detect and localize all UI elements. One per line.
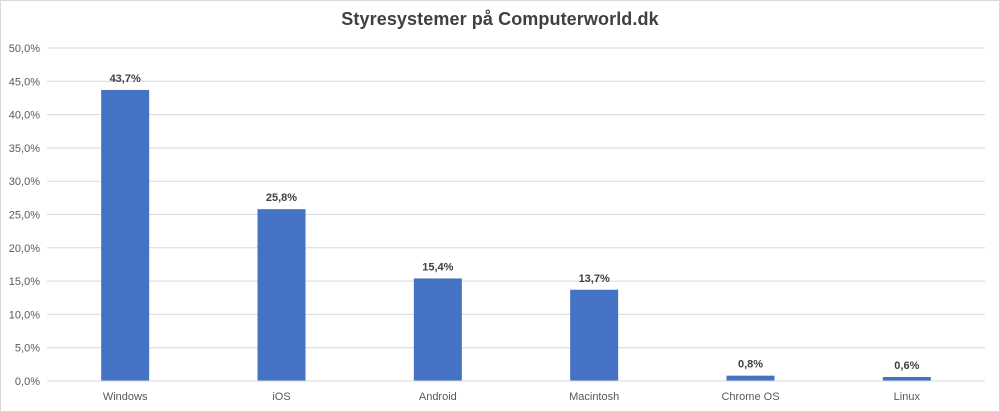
y-tick-label: 35,0%: [9, 143, 40, 155]
y-tick-label: 30,0%: [9, 176, 40, 188]
y-tick-label: 0,0%: [15, 376, 40, 388]
data-label: 15,4%: [422, 261, 453, 273]
bar: [101, 89, 150, 381]
chart-title: Styresystemer på Computerworld.dk: [341, 9, 659, 29]
bar: [570, 289, 619, 381]
y-tick-label: 5,0%: [15, 343, 40, 355]
data-label: 43,7%: [110, 73, 141, 85]
data-labels: 43,7% 25,8% 15,4% 13,7% 0,8% 0,6%: [110, 73, 920, 372]
y-tick-label: 45,0%: [9, 76, 40, 88]
x-tick-label: iOS: [272, 391, 290, 403]
data-label: 13,7%: [579, 273, 610, 285]
x-axis-tick-labels: Windows iOS Android Macintosh Chrome OS Linux: [103, 391, 921, 403]
x-tick-label: Windows: [103, 391, 148, 403]
y-tick-label: 15,0%: [9, 276, 40, 288]
y-tick-label: 25,0%: [9, 210, 40, 222]
bar: [726, 375, 775, 381]
bar: [882, 377, 931, 381]
data-label: 25,8%: [266, 192, 297, 204]
bars: [101, 89, 931, 381]
gridlines: [47, 47, 985, 349]
y-tick-label: 20,0%: [9, 243, 40, 255]
x-tick-label: Macintosh: [569, 391, 619, 403]
x-tick-label: Android: [419, 391, 457, 403]
y-axis-tick-labels: 0,0% 5,0% 10,0% 15,0% 20,0% 25,0% 30,0% 35,0% 40…: [9, 43, 40, 388]
data-label: 0,6%: [894, 360, 919, 372]
bar: [257, 209, 306, 381]
x-tick-label: Chrome OS: [721, 391, 779, 403]
bar: [413, 278, 462, 381]
x-tick-label: Linux: [894, 391, 921, 403]
y-tick-label: 10,0%: [9, 309, 40, 321]
y-tick-label: 50,0%: [9, 43, 40, 55]
y-tick-label: 40,0%: [9, 110, 40, 122]
data-label: 0,8%: [738, 359, 763, 371]
